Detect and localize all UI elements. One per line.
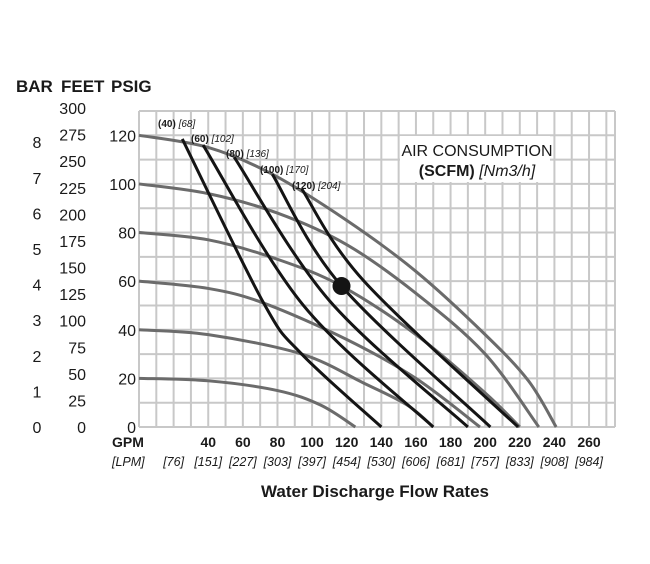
y-tick-bar: 7 bbox=[33, 171, 42, 188]
y-tick-psig: 150 bbox=[59, 261, 86, 278]
air-nm3h-label: [102] bbox=[211, 134, 234, 145]
x-tick-lpm: [757] bbox=[470, 455, 499, 469]
y-tick-psig: 300 bbox=[59, 101, 86, 118]
x-tick-gpm: 60 bbox=[235, 434, 251, 450]
x-tick-gpm: 40 bbox=[200, 434, 216, 450]
x-tick-gpm: 140 bbox=[370, 434, 394, 450]
legend-line1: AIR CONSUMPTION bbox=[401, 143, 552, 160]
air-consumption-curves: (40) [68] (60) [102] (80) [136] (100) [170]… bbox=[158, 119, 520, 429]
y-tick-bar: 4 bbox=[33, 278, 42, 295]
head-curve bbox=[138, 376, 357, 429]
air-scfm-label: (100) bbox=[260, 165, 283, 176]
x-tick-gpm: 200 bbox=[474, 434, 498, 450]
x-tick-gpm: 120 bbox=[335, 434, 359, 450]
legend-line2: (SCFM) [Nm3/h] bbox=[419, 163, 536, 180]
air-curve bbox=[232, 156, 469, 429]
axis-labels: 0204060801001200255075100125150175200225… bbox=[33, 101, 604, 469]
y-tick-feet: 100 bbox=[109, 177, 136, 194]
air-scfm-label: (80) bbox=[226, 149, 244, 160]
y-tick-psig: 175 bbox=[59, 234, 86, 251]
x-unit-lpm: [LPM] bbox=[111, 455, 145, 469]
air-curve bbox=[300, 187, 520, 429]
air-curve-label: (40) [68] bbox=[158, 119, 195, 130]
air-scfm-label: (120) bbox=[292, 181, 315, 192]
head-curve bbox=[138, 133, 558, 428]
air-curve-label: (60) [102] bbox=[191, 134, 234, 145]
x-tick-lpm: [984] bbox=[574, 455, 603, 469]
y-tick-bar: 8 bbox=[33, 135, 42, 152]
air-curve-label: (100) [170] bbox=[260, 165, 309, 176]
air-nm3h-label: [170] bbox=[285, 165, 308, 176]
head-curves bbox=[138, 133, 558, 429]
head-curve bbox=[138, 279, 481, 429]
x-tick-lpm: [76] bbox=[162, 455, 184, 469]
y-tick-feet: 20 bbox=[118, 371, 136, 388]
y-tick-psig: 100 bbox=[59, 314, 86, 331]
air-scfm-label: (40) bbox=[158, 119, 176, 130]
x-tick-lpm: [606] bbox=[401, 455, 430, 469]
feet-axis-header: FEET bbox=[61, 77, 105, 96]
x-axis-title: Water Discharge Flow Rates bbox=[261, 482, 489, 501]
x-tick-gpm: 160 bbox=[404, 434, 428, 450]
x-tick-gpm: 180 bbox=[439, 434, 463, 450]
x-tick-lpm: [454] bbox=[332, 455, 361, 469]
x-tick-gpm: 220 bbox=[508, 434, 532, 450]
y-tick-psig: 50 bbox=[68, 367, 86, 384]
x-tick-gpm: 240 bbox=[543, 434, 567, 450]
legend-box bbox=[400, 136, 550, 182]
y-tick-psig: 250 bbox=[59, 154, 86, 171]
x-unit-gpm: GPM bbox=[112, 434, 144, 450]
operating-point-marker bbox=[332, 277, 351, 296]
y-tick-psig: 75 bbox=[68, 340, 86, 357]
y-tick-bar: 1 bbox=[33, 384, 42, 401]
x-tick-gpm: 260 bbox=[577, 434, 601, 450]
y-tick-psig: 25 bbox=[68, 393, 86, 410]
legend-nm3h: [Nm3/h] bbox=[478, 163, 536, 180]
x-tick-lpm: [151] bbox=[193, 455, 222, 469]
psig-axis-header: PSIG bbox=[111, 77, 152, 96]
x-tick-gpm: 100 bbox=[300, 434, 324, 450]
x-tick-lpm: [227] bbox=[228, 455, 257, 469]
y-tick-feet: 120 bbox=[109, 128, 136, 145]
air-nm3h-label: [136] bbox=[246, 149, 269, 160]
y-tick-bar: 6 bbox=[33, 206, 42, 223]
air-curve-label: (80) [136] bbox=[226, 149, 269, 160]
x-tick-lpm: [833] bbox=[505, 455, 534, 469]
y-tick-psig: 125 bbox=[59, 287, 86, 304]
bar-axis-header: BAR bbox=[16, 77, 53, 96]
y-tick-feet: 60 bbox=[118, 274, 136, 291]
y-tick-feet: 80 bbox=[118, 226, 136, 243]
y-tick-psig: 200 bbox=[59, 207, 86, 224]
y-tick-bar: 5 bbox=[33, 242, 42, 259]
air-nm3h-label: [68] bbox=[178, 119, 196, 130]
y-tick-psig: 0 bbox=[77, 420, 86, 437]
air-curve-label: (120) [204] bbox=[292, 181, 341, 192]
y-tick-bar: 2 bbox=[33, 349, 42, 366]
x-tick-lpm: [681] bbox=[436, 455, 465, 469]
x-tick-gpm: 80 bbox=[270, 434, 286, 450]
x-tick-lpm: [908] bbox=[540, 455, 569, 469]
grid bbox=[138, 110, 616, 428]
air-nm3h-label: [204] bbox=[317, 181, 340, 192]
air-curve bbox=[201, 144, 435, 429]
x-tick-lpm: [397] bbox=[297, 455, 326, 469]
y-tick-bar: 0 bbox=[33, 420, 42, 437]
y-tick-psig: 225 bbox=[59, 181, 86, 198]
legend-scfm: (SCFM) bbox=[419, 163, 475, 180]
air-curve bbox=[180, 138, 383, 429]
x-tick-lpm: [530] bbox=[366, 455, 395, 469]
y-tick-bar: 3 bbox=[33, 313, 42, 330]
y-tick-psig: 275 bbox=[59, 128, 86, 145]
x-tick-lpm: [303] bbox=[263, 455, 292, 469]
y-tick-feet: 40 bbox=[118, 323, 136, 340]
air-scfm-label: (60) bbox=[191, 134, 209, 145]
y-tick-feet: 0 bbox=[127, 420, 136, 437]
